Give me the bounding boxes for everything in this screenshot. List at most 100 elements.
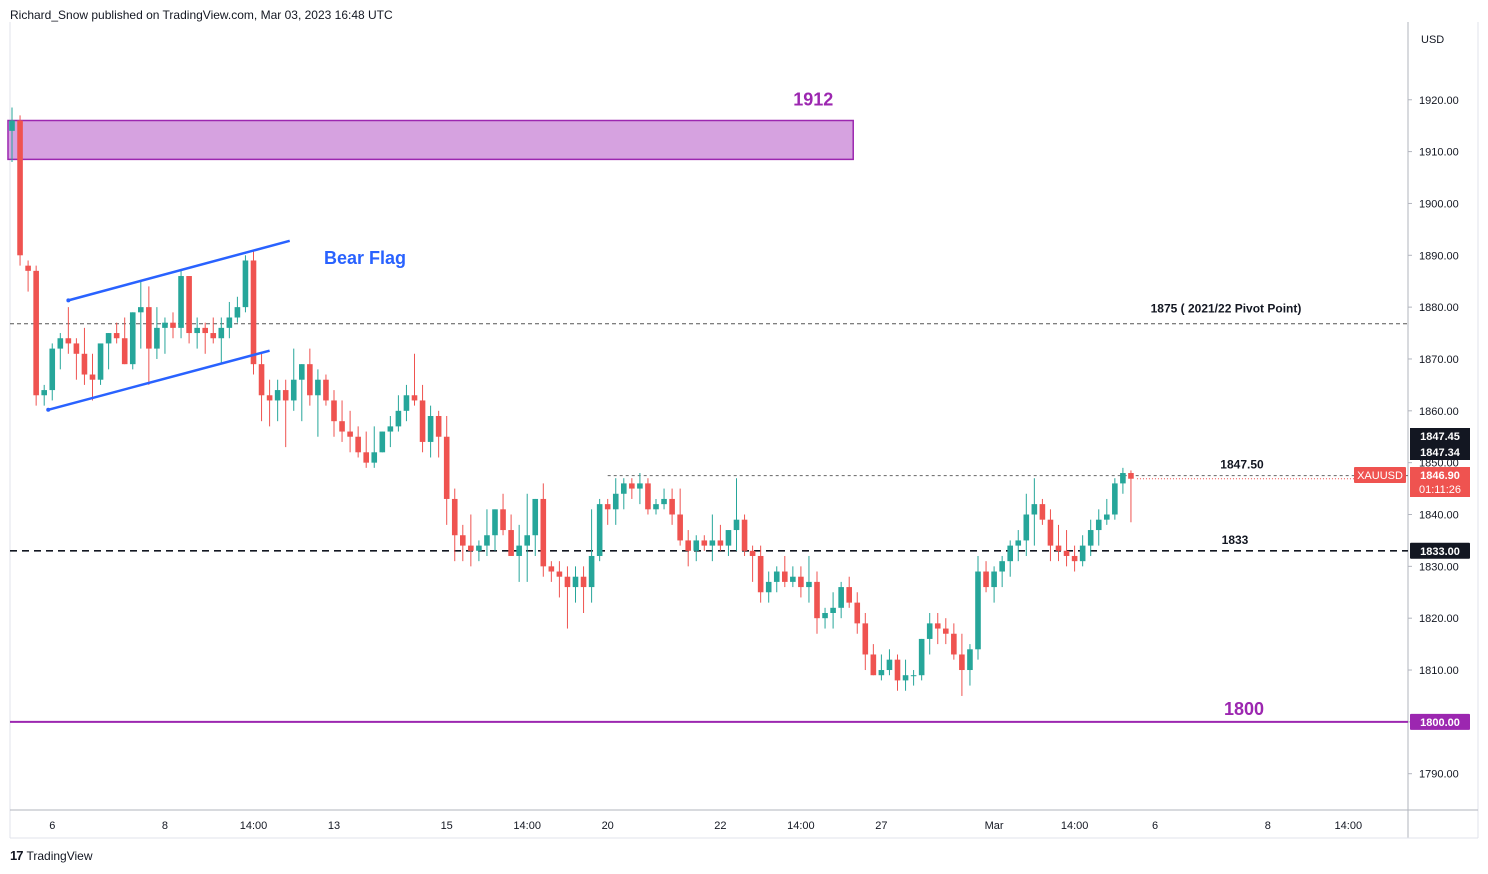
- price-tag-text: 1847.45: [1420, 431, 1460, 443]
- candle-body: [629, 483, 635, 489]
- candle-body: [234, 307, 241, 318]
- candle-body: [604, 504, 611, 510]
- time-tick-label: 27: [875, 820, 887, 832]
- candle-body: [717, 540, 724, 546]
- time-tick-label: 15: [441, 820, 453, 832]
- candle-body: [41, 390, 47, 396]
- candle-body: [274, 390, 281, 401]
- candle-body: [290, 379, 297, 401]
- candle-body: [516, 545, 522, 556]
- time-tick-label: 14:00: [240, 820, 268, 832]
- candle-body: [508, 530, 514, 556]
- candle-body: [934, 623, 941, 629]
- candle-body: [113, 333, 120, 339]
- candle-body: [299, 364, 305, 380]
- candle-body: [886, 659, 893, 671]
- price-tick-label: 1840.00: [1419, 510, 1459, 522]
- candle-body: [1095, 519, 1102, 531]
- price-tick-label: 1870.00: [1419, 354, 1459, 366]
- candle-body: [427, 416, 434, 442]
- candlesticks: [9, 107, 1134, 696]
- candle-body: [733, 519, 740, 531]
- price-tag: [1410, 444, 1470, 460]
- candle-body: [194, 327, 200, 334]
- candle-body: [612, 493, 619, 510]
- candle-body: [73, 343, 80, 354]
- currency-label: USD: [1421, 34, 1445, 46]
- candle-body: [878, 670, 885, 676]
- supply-zone: 1912: [7, 90, 854, 161]
- candle-body: [403, 395, 410, 411]
- flag-upper-line: [68, 239, 291, 302]
- candle-body: [387, 426, 394, 432]
- candle-body: [926, 623, 933, 639]
- candle-body: [1120, 473, 1126, 484]
- candle-body: [33, 270, 39, 396]
- candle-body: [862, 623, 869, 655]
- candle-body: [323, 379, 329, 401]
- candle-body: [540, 498, 547, 567]
- candle-body: [419, 400, 426, 442]
- candle-body: [741, 519, 748, 551]
- candle-body: [226, 317, 233, 328]
- candle-body: [596, 504, 603, 556]
- zone-label: 1912: [793, 90, 833, 110]
- candle-body: [782, 571, 788, 582]
- pivot-label: 1875 ( 2021/22 Pivot Point): [1151, 302, 1302, 316]
- tradingview-brand[interactable]: 17 TradingView: [10, 848, 93, 863]
- candle-body: [645, 483, 651, 510]
- candle-body: [588, 555, 595, 588]
- candle-body: [822, 613, 828, 619]
- time-tick-label: 20: [602, 820, 614, 832]
- candle-body: [202, 327, 208, 334]
- candle-body: [790, 576, 796, 582]
- candle-body: [798, 576, 804, 588]
- candle-body: [959, 654, 965, 671]
- candle-body: [1047, 519, 1054, 546]
- candle-body: [725, 530, 732, 546]
- candle-body: [1015, 540, 1022, 546]
- price-tag: [1410, 428, 1470, 444]
- candle-body: [186, 276, 192, 334]
- candle-body: [339, 421, 345, 432]
- price-tick-label: 1920.00: [1419, 95, 1459, 107]
- candle-body: [975, 571, 981, 650]
- candle-body: [894, 659, 901, 681]
- candle-body: [532, 498, 539, 536]
- tradingview-logo-icon: 17: [10, 848, 24, 863]
- price-tick-label: 1790.00: [1419, 769, 1459, 781]
- price-tick-label: 1880.00: [1419, 302, 1459, 314]
- candle-body: [347, 431, 353, 437]
- candle-body: [17, 120, 23, 256]
- candle-body: [307, 364, 313, 396]
- time-tick-label: 14:00: [1335, 820, 1363, 832]
- candle-body: [653, 504, 659, 510]
- candle-body: [1112, 483, 1118, 515]
- candle-body: [846, 587, 852, 603]
- time-tick-label: Mar: [985, 820, 1004, 832]
- time-tick-label: 6: [1152, 820, 1158, 832]
- candle-body: [49, 348, 56, 391]
- level-price-tag: [1410, 542, 1470, 559]
- candle-body: [331, 400, 337, 422]
- candle-body: [685, 540, 691, 551]
- bear-flag-pattern: Bear Flag: [46, 239, 406, 412]
- time-tick-label: 6: [49, 820, 55, 832]
- horizontal-levels: 1875 ( 2021/22 Pivot Point) 1833 1833.00 18…: [10, 302, 1470, 730]
- price-tick-label: 1890.00: [1419, 250, 1459, 262]
- floor-label: 1800: [1224, 699, 1264, 719]
- candle-body: [89, 374, 96, 380]
- candle-body: [701, 540, 708, 546]
- level-price-text: 1800.00: [1420, 717, 1460, 729]
- candle-body: [25, 265, 31, 271]
- current-price-tag: [1410, 467, 1470, 497]
- candle-body: [773, 571, 780, 582]
- candle-body: [57, 338, 64, 349]
- candle-body: [870, 654, 877, 676]
- current-price-text: 1846.90: [1420, 470, 1460, 482]
- time-tick-label: 8: [162, 820, 168, 832]
- time-tick-label: 14:00: [1061, 820, 1089, 832]
- candle-body: [484, 535, 490, 546]
- price-tick-label: 1900.00: [1419, 198, 1459, 210]
